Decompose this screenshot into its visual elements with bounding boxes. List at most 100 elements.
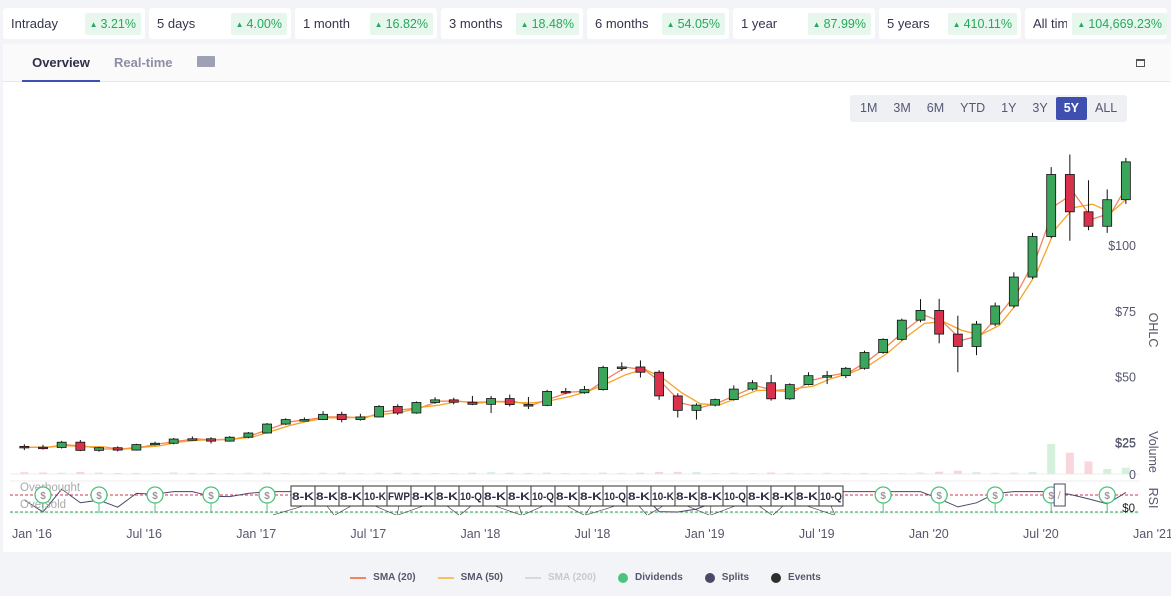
tab-overview[interactable]: Overview: [22, 44, 100, 82]
period-card-5-days[interactable]: 5 days ▲ 4.00%: [149, 8, 291, 39]
event-marker[interactable]: 8-K: [506, 485, 532, 516]
range-button-5y[interactable]: 5Y: [1055, 97, 1088, 120]
event-connector: [326, 505, 335, 516]
candlestick: [131, 443, 142, 451]
event-marker[interactable]: 8-K: [674, 485, 710, 516]
event-marker[interactable]: 10-K: [647, 485, 676, 516]
period-card-intraday[interactable]: Intraday ▲ 3.21%: [3, 8, 145, 39]
candle-body: [355, 416, 366, 420]
event-connector: [494, 505, 522, 516]
dividend-icon: [986, 486, 1004, 504]
price-chart[interactable]: $25$50$75$100$250OHLCVolumeRSIOverbought…: [0, 0, 1171, 552]
event-marker[interactable]: 10-Q: [522, 485, 556, 516]
range-button-1m[interactable]: 1M: [860, 101, 878, 115]
dividend-marker[interactable]: $: [258, 486, 276, 513]
event-marker[interactable]: 10-Q: [585, 485, 628, 516]
event-marker[interactable]: 10-Q: [458, 485, 484, 516]
event-marker[interactable]: 8-K: [272, 485, 316, 516]
event-marker[interactable]: 10-Q: [710, 485, 748, 516]
volume-bar: [916, 472, 925, 474]
range-button-1y[interactable]: 1Y: [1001, 101, 1017, 115]
legend-item-sma-50[interactable]: SMA (50): [437, 572, 503, 583]
event-marker[interactable]: 8-K: [770, 485, 796, 516]
event-marker[interactable]: 8-K: [794, 485, 835, 516]
period-label: 5 days: [157, 16, 196, 31]
period-label: 3 months: [449, 16, 503, 31]
keyboard-icon[interactable]: [197, 56, 215, 67]
volume-bar: [431, 473, 440, 474]
period-card-1-month[interactable]: 1 month ▲ 16.82%: [295, 8, 437, 39]
legend-item-sma-20[interactable]: SMA (20): [350, 572, 416, 583]
price-tick-label: $75: [1115, 305, 1136, 319]
period-card-5-years[interactable]: 5 years ▲ 410.11%: [879, 8, 1021, 39]
candlestick: [766, 374, 777, 401]
event-marker[interactable]: FWP: [386, 485, 412, 516]
event-marker[interactable]: 8-K: [314, 485, 340, 516]
range-button-3y[interactable]: 3Y: [1032, 101, 1048, 115]
maximize-icon[interactable]: [1136, 59, 1145, 67]
volume-bar: [207, 473, 216, 474]
legend-item-splits[interactable]: Splits: [704, 572, 749, 583]
event-marker[interactable]: 8-K: [334, 485, 364, 516]
candle-body: [542, 391, 552, 406]
event-marker[interactable]: 8-K: [482, 485, 522, 516]
candle-body: [486, 398, 496, 405]
event-marker[interactable]: 8-K: [397, 485, 436, 516]
volume-bar: [1103, 469, 1112, 474]
dividend-marker[interactable]: $: [930, 486, 948, 513]
volume-bar: [561, 473, 570, 474]
legend-item-events[interactable]: Events: [771, 572, 821, 583]
candle-body: [1027, 236, 1038, 278]
candle-body: [934, 310, 945, 335]
range-button-all[interactable]: ALL: [1095, 101, 1118, 115]
candle-body: [112, 447, 123, 451]
dividend-marker[interactable]: $: [34, 486, 52, 513]
range-selector: 1M 3M 6M YTD 1Y 3Y 5Y ALL: [850, 95, 1128, 122]
dividend-marker[interactable]: $: [986, 486, 1004, 513]
dollar-icon: $: [1048, 491, 1054, 502]
candle-body: [840, 367, 851, 377]
candlestick: [635, 360, 646, 378]
event-marker[interactable]: 8-K: [434, 485, 460, 516]
dividend-marker[interactable]: $: [146, 486, 164, 513]
candlestick: [336, 411, 347, 423]
candle-body: [411, 402, 422, 414]
dollar-icon: $: [208, 491, 214, 502]
range-button-3m[interactable]: 3M: [893, 101, 911, 115]
candle-body: [243, 432, 254, 438]
legend-item-sma-200[interactable]: SMA (200): [525, 572, 596, 583]
volume-bar: [785, 472, 794, 474]
dividend-marker[interactable]: $: [1098, 486, 1116, 513]
event-marker[interactable]: 8-K: [626, 485, 652, 516]
period-card-all-time[interactable]: All time ▲104,669.23%: [1025, 8, 1167, 39]
dividend-marker[interactable]: $: [90, 486, 108, 513]
volume-bar: [804, 473, 813, 474]
range-button-ytd[interactable]: YTD: [960, 101, 986, 115]
tab-real-time[interactable]: Real-time: [114, 55, 173, 70]
rsi-label-zero: $0: [1122, 503, 1135, 515]
split-label: /: [1058, 490, 1062, 502]
event-marker[interactable]: 10-Q: [818, 485, 844, 516]
event-connector: [638, 505, 648, 516]
candlestick: [840, 366, 851, 379]
candlestick: [75, 440, 86, 452]
volume-bar: [151, 473, 160, 474]
volume-bar: [95, 472, 104, 474]
legend-item-dividends[interactable]: Dividends: [618, 572, 683, 583]
event-marker[interactable]: 8-K: [746, 485, 773, 516]
period-label: All time: [1033, 16, 1067, 31]
event-marker[interactable]: 8-K: [578, 485, 604, 516]
up-triangle-icon: ▲: [952, 19, 961, 29]
range-button-6m[interactable]: 6M: [926, 101, 945, 115]
split-marker[interactable]: /: [1053, 483, 1066, 507]
change-badge: ▲ 87.99%: [807, 12, 871, 35]
dividend-marker[interactable]: $: [874, 486, 892, 513]
event-label: 10-Q: [532, 491, 554, 503]
period-card-1-year[interactable]: 1 year ▲ 87.99%: [733, 8, 875, 39]
candlestick: [672, 393, 683, 418]
period-card-3-months[interactable]: 3 months ▲ 18.48%: [441, 8, 583, 39]
dividend-marker[interactable]: $: [202, 486, 220, 513]
period-card-6-months[interactable]: 6 months ▲ 54.05%: [587, 8, 729, 39]
event-marker[interactable]: 8-K: [698, 485, 724, 516]
event-marker[interactable]: 8-K: [554, 485, 585, 516]
